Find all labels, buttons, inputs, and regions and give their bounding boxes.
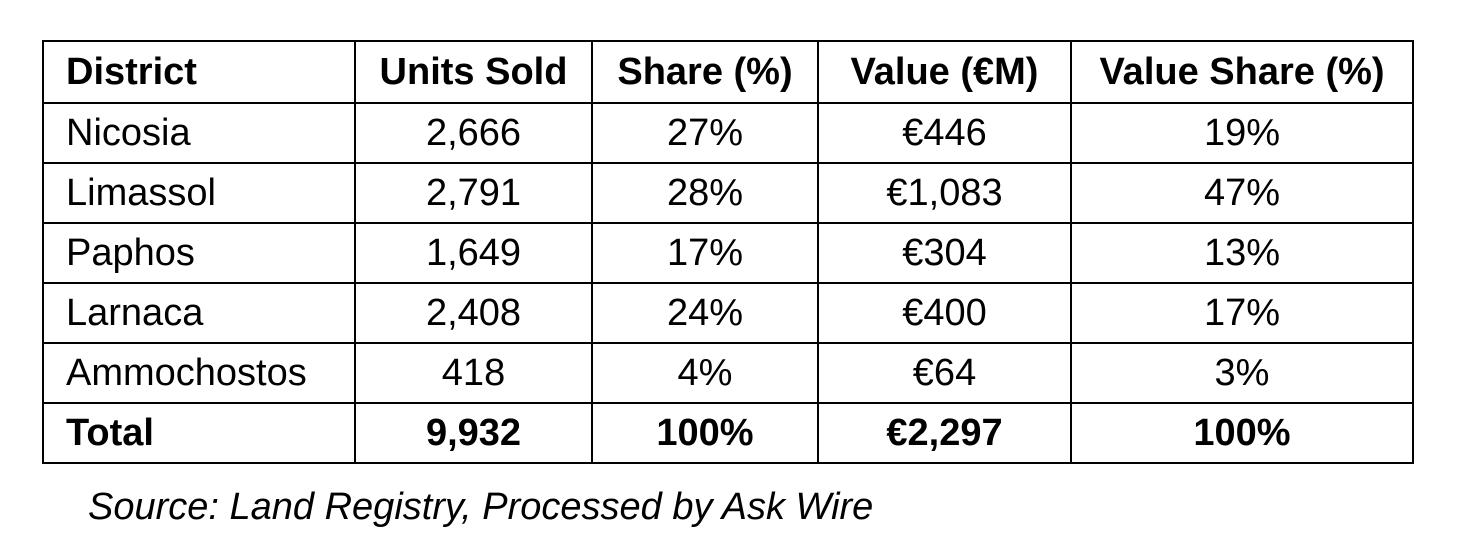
units-sold-cell: 418	[354, 342, 593, 404]
district-cell: Total	[42, 402, 356, 464]
value-cell: €304	[817, 222, 1072, 284]
value-cell: €64	[817, 342, 1072, 404]
share-cell: 4%	[591, 342, 819, 404]
value-share-cell: 19%	[1070, 102, 1414, 164]
units-sold-cell: 1,649	[354, 222, 593, 284]
header-row: District Units Sold Share (%) Value (€M)…	[42, 40, 1414, 104]
share-cell: 24%	[591, 282, 819, 344]
column-header-value: Value (€M)	[817, 40, 1072, 104]
value-share-cell: 17%	[1070, 282, 1414, 344]
table-row: Limassol 2,791 28% €1,083 47%	[42, 162, 1414, 224]
value-cell: €2,297	[817, 402, 1072, 464]
value-share-cell: 100%	[1070, 402, 1414, 464]
total-row: Total 9,932 100% €2,297 100%	[42, 402, 1414, 464]
table-row: Paphos 1,649 17% €304 13%	[42, 222, 1414, 284]
value-share-cell: 47%	[1070, 162, 1414, 224]
source-note: Source: Land Registry, Processed by Ask …	[88, 486, 874, 528]
district-cell: Limassol	[42, 162, 356, 224]
units-sold-cell: 2,666	[354, 102, 593, 164]
district-cell: Ammochostos	[42, 342, 356, 404]
column-header-units-sold: Units Sold	[354, 40, 593, 104]
share-cell: 27%	[591, 102, 819, 164]
column-header-district: District	[42, 40, 356, 104]
table-row: Ammochostos 418 4% €64 3%	[42, 342, 1414, 404]
table-row: Nicosia 2,666 27% €446 19%	[42, 102, 1414, 164]
district-cell: Nicosia	[42, 102, 356, 164]
value-cell: €1,083	[817, 162, 1072, 224]
share-cell: 17%	[591, 222, 819, 284]
district-cell: Larnaca	[42, 282, 356, 344]
column-header-value-share: Value Share (%)	[1070, 40, 1414, 104]
value-share-cell: 3%	[1070, 342, 1414, 404]
value-cell: €400	[817, 282, 1072, 344]
units-sold-cell: 2,408	[354, 282, 593, 344]
share-cell: 28%	[591, 162, 819, 224]
units-sold-cell: 2,791	[354, 162, 593, 224]
data-table: District Units Sold Share (%) Value (€M)…	[42, 40, 1414, 464]
share-cell: 100%	[591, 402, 819, 464]
column-header-share: Share (%)	[591, 40, 819, 104]
value-share-cell: 13%	[1070, 222, 1414, 284]
table-body: Nicosia 2,666 27% €446 19% Limassol 2,791 28% €1…	[42, 102, 1414, 464]
district-cell: Paphos	[42, 222, 356, 284]
units-sold-cell: 9,932	[354, 402, 593, 464]
table-row: Larnaca 2,408 24% €400 17%	[42, 282, 1414, 344]
value-cell: €446	[817, 102, 1072, 164]
